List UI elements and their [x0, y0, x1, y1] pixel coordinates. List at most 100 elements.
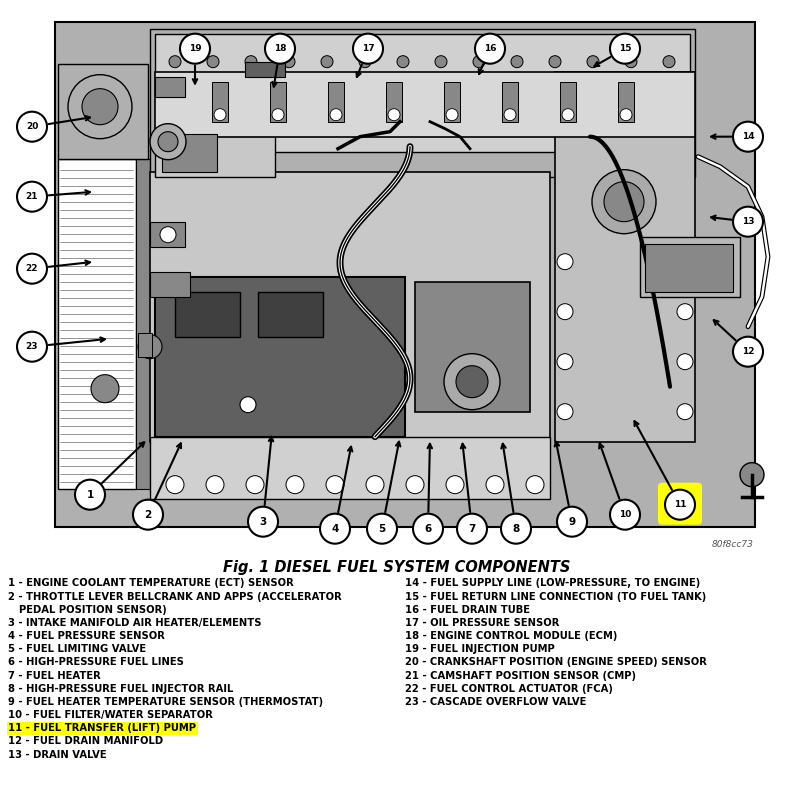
Text: 17: 17: [362, 44, 374, 53]
Text: 22: 22: [25, 265, 38, 273]
Circle shape: [677, 303, 693, 320]
Circle shape: [557, 253, 573, 270]
Circle shape: [413, 514, 443, 543]
Text: 1: 1: [87, 489, 94, 500]
Text: 5: 5: [378, 524, 386, 534]
Bar: [155, 276, 405, 436]
Bar: [258, 291, 323, 337]
Circle shape: [138, 335, 162, 359]
Circle shape: [446, 109, 458, 120]
Circle shape: [367, 514, 397, 543]
Bar: [155, 72, 695, 137]
Text: 16 - FUEL DRAIN TUBE: 16 - FUEL DRAIN TUBE: [405, 605, 530, 615]
Text: 11 - FUEL TRANSFER (LIFT) PUMP: 11 - FUEL TRANSFER (LIFT) PUMP: [8, 723, 196, 733]
Circle shape: [557, 507, 587, 537]
Text: 9 - FUEL HEATER TEMPERATURE SENSOR (THERMOSTAT): 9 - FUEL HEATER TEMPERATURE SENSOR (THER…: [8, 697, 323, 707]
Circle shape: [610, 34, 640, 63]
Bar: [162, 134, 217, 172]
Circle shape: [665, 489, 695, 520]
Bar: [444, 82, 460, 122]
Text: 18: 18: [273, 44, 286, 53]
Circle shape: [397, 55, 409, 67]
Text: 17 - OIL PRESSURE SENSOR: 17 - OIL PRESSURE SENSOR: [405, 618, 560, 628]
Bar: [270, 82, 286, 122]
Bar: [136, 158, 150, 489]
Circle shape: [17, 253, 47, 284]
Bar: [415, 282, 530, 412]
Circle shape: [82, 89, 118, 124]
Text: 80f8cc73: 80f8cc73: [712, 539, 754, 549]
Text: 10 - FUEL FILTER/WATER SEPARATOR: 10 - FUEL FILTER/WATER SEPARATOR: [8, 710, 213, 720]
Circle shape: [272, 109, 284, 120]
Circle shape: [353, 34, 383, 63]
Circle shape: [557, 354, 573, 370]
Circle shape: [91, 375, 119, 402]
Circle shape: [587, 55, 599, 67]
Circle shape: [592, 169, 656, 234]
Bar: [645, 244, 733, 291]
Text: 22 - FUEL CONTROL ACTUATOR (FCA): 22 - FUEL CONTROL ACTUATOR (FCA): [405, 683, 613, 694]
Circle shape: [604, 181, 644, 222]
Text: 6: 6: [425, 524, 432, 534]
Circle shape: [677, 404, 693, 420]
Bar: [245, 62, 285, 77]
Circle shape: [320, 514, 350, 543]
Bar: [55, 21, 755, 527]
Circle shape: [620, 109, 632, 120]
Circle shape: [283, 55, 295, 67]
Circle shape: [326, 476, 344, 493]
FancyBboxPatch shape: [658, 482, 702, 524]
Bar: [640, 237, 740, 297]
Circle shape: [265, 34, 295, 63]
Circle shape: [504, 109, 516, 120]
Circle shape: [206, 476, 224, 493]
Circle shape: [486, 476, 504, 493]
Circle shape: [248, 507, 278, 537]
Text: PEDAL POSITION SENSOR): PEDAL POSITION SENSOR): [12, 605, 167, 615]
Text: 19 - FUEL INJECTION PUMP: 19 - FUEL INJECTION PUMP: [405, 644, 555, 654]
Text: 20: 20: [25, 122, 38, 131]
Circle shape: [17, 332, 47, 362]
Circle shape: [475, 34, 505, 63]
Text: 4 - FUEL PRESSURE SENSOR: 4 - FUEL PRESSURE SENSOR: [8, 631, 165, 641]
Bar: [212, 82, 228, 122]
Circle shape: [501, 514, 531, 543]
Text: 13: 13: [742, 217, 754, 227]
Circle shape: [473, 55, 485, 67]
Text: 8: 8: [512, 524, 520, 534]
Bar: [155, 77, 185, 97]
Text: 4: 4: [332, 524, 339, 534]
Text: 18 - ENGINE CONTROL MODULE (ECM): 18 - ENGINE CONTROL MODULE (ECM): [405, 631, 618, 641]
Circle shape: [160, 227, 176, 242]
Circle shape: [207, 55, 219, 67]
Circle shape: [733, 122, 763, 152]
Circle shape: [549, 55, 561, 67]
Text: 19: 19: [188, 44, 201, 53]
Circle shape: [366, 476, 384, 493]
Bar: [175, 291, 240, 337]
Circle shape: [457, 514, 487, 543]
Bar: [150, 436, 550, 499]
Bar: [150, 172, 550, 442]
Bar: [618, 82, 634, 122]
Text: 3: 3: [259, 516, 266, 527]
Text: 7: 7: [468, 524, 475, 534]
Circle shape: [677, 354, 693, 370]
Circle shape: [557, 404, 573, 420]
Circle shape: [214, 109, 226, 120]
Text: 9: 9: [568, 516, 576, 527]
Circle shape: [663, 55, 675, 67]
Bar: [150, 29, 695, 177]
Circle shape: [435, 55, 447, 67]
Text: 14 - FUEL SUPPLY LINE (LOW-PRESSURE, TO ENGINE): 14 - FUEL SUPPLY LINE (LOW-PRESSURE, TO …: [405, 578, 700, 588]
Circle shape: [733, 207, 763, 237]
Bar: [58, 158, 136, 489]
Text: 21 - CAMSHAFT POSITION SENSOR (CMP): 21 - CAMSHAFT POSITION SENSOR (CMP): [405, 671, 636, 680]
Bar: [155, 127, 275, 177]
Circle shape: [158, 131, 178, 152]
Bar: [502, 82, 518, 122]
Circle shape: [456, 366, 488, 398]
Circle shape: [677, 253, 693, 270]
Circle shape: [625, 55, 637, 67]
Text: 13 - DRAIN VALVE: 13 - DRAIN VALVE: [8, 750, 107, 760]
